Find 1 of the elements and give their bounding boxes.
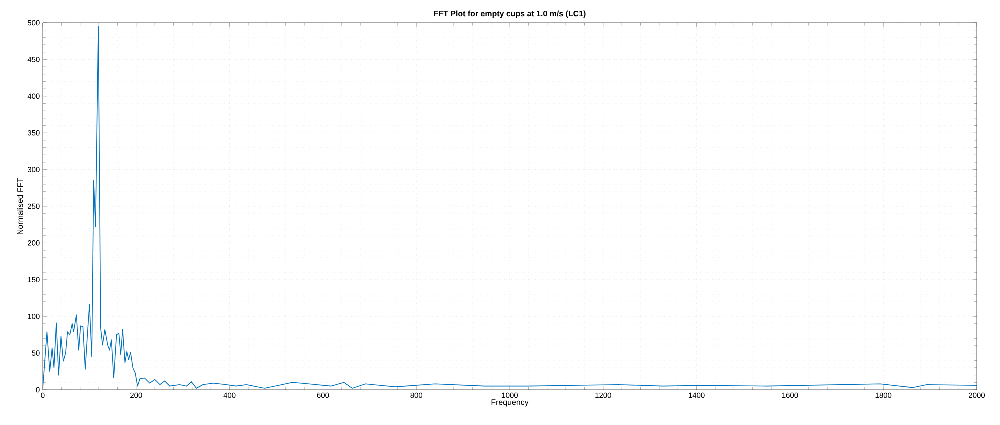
line-series — [43, 26, 978, 389]
